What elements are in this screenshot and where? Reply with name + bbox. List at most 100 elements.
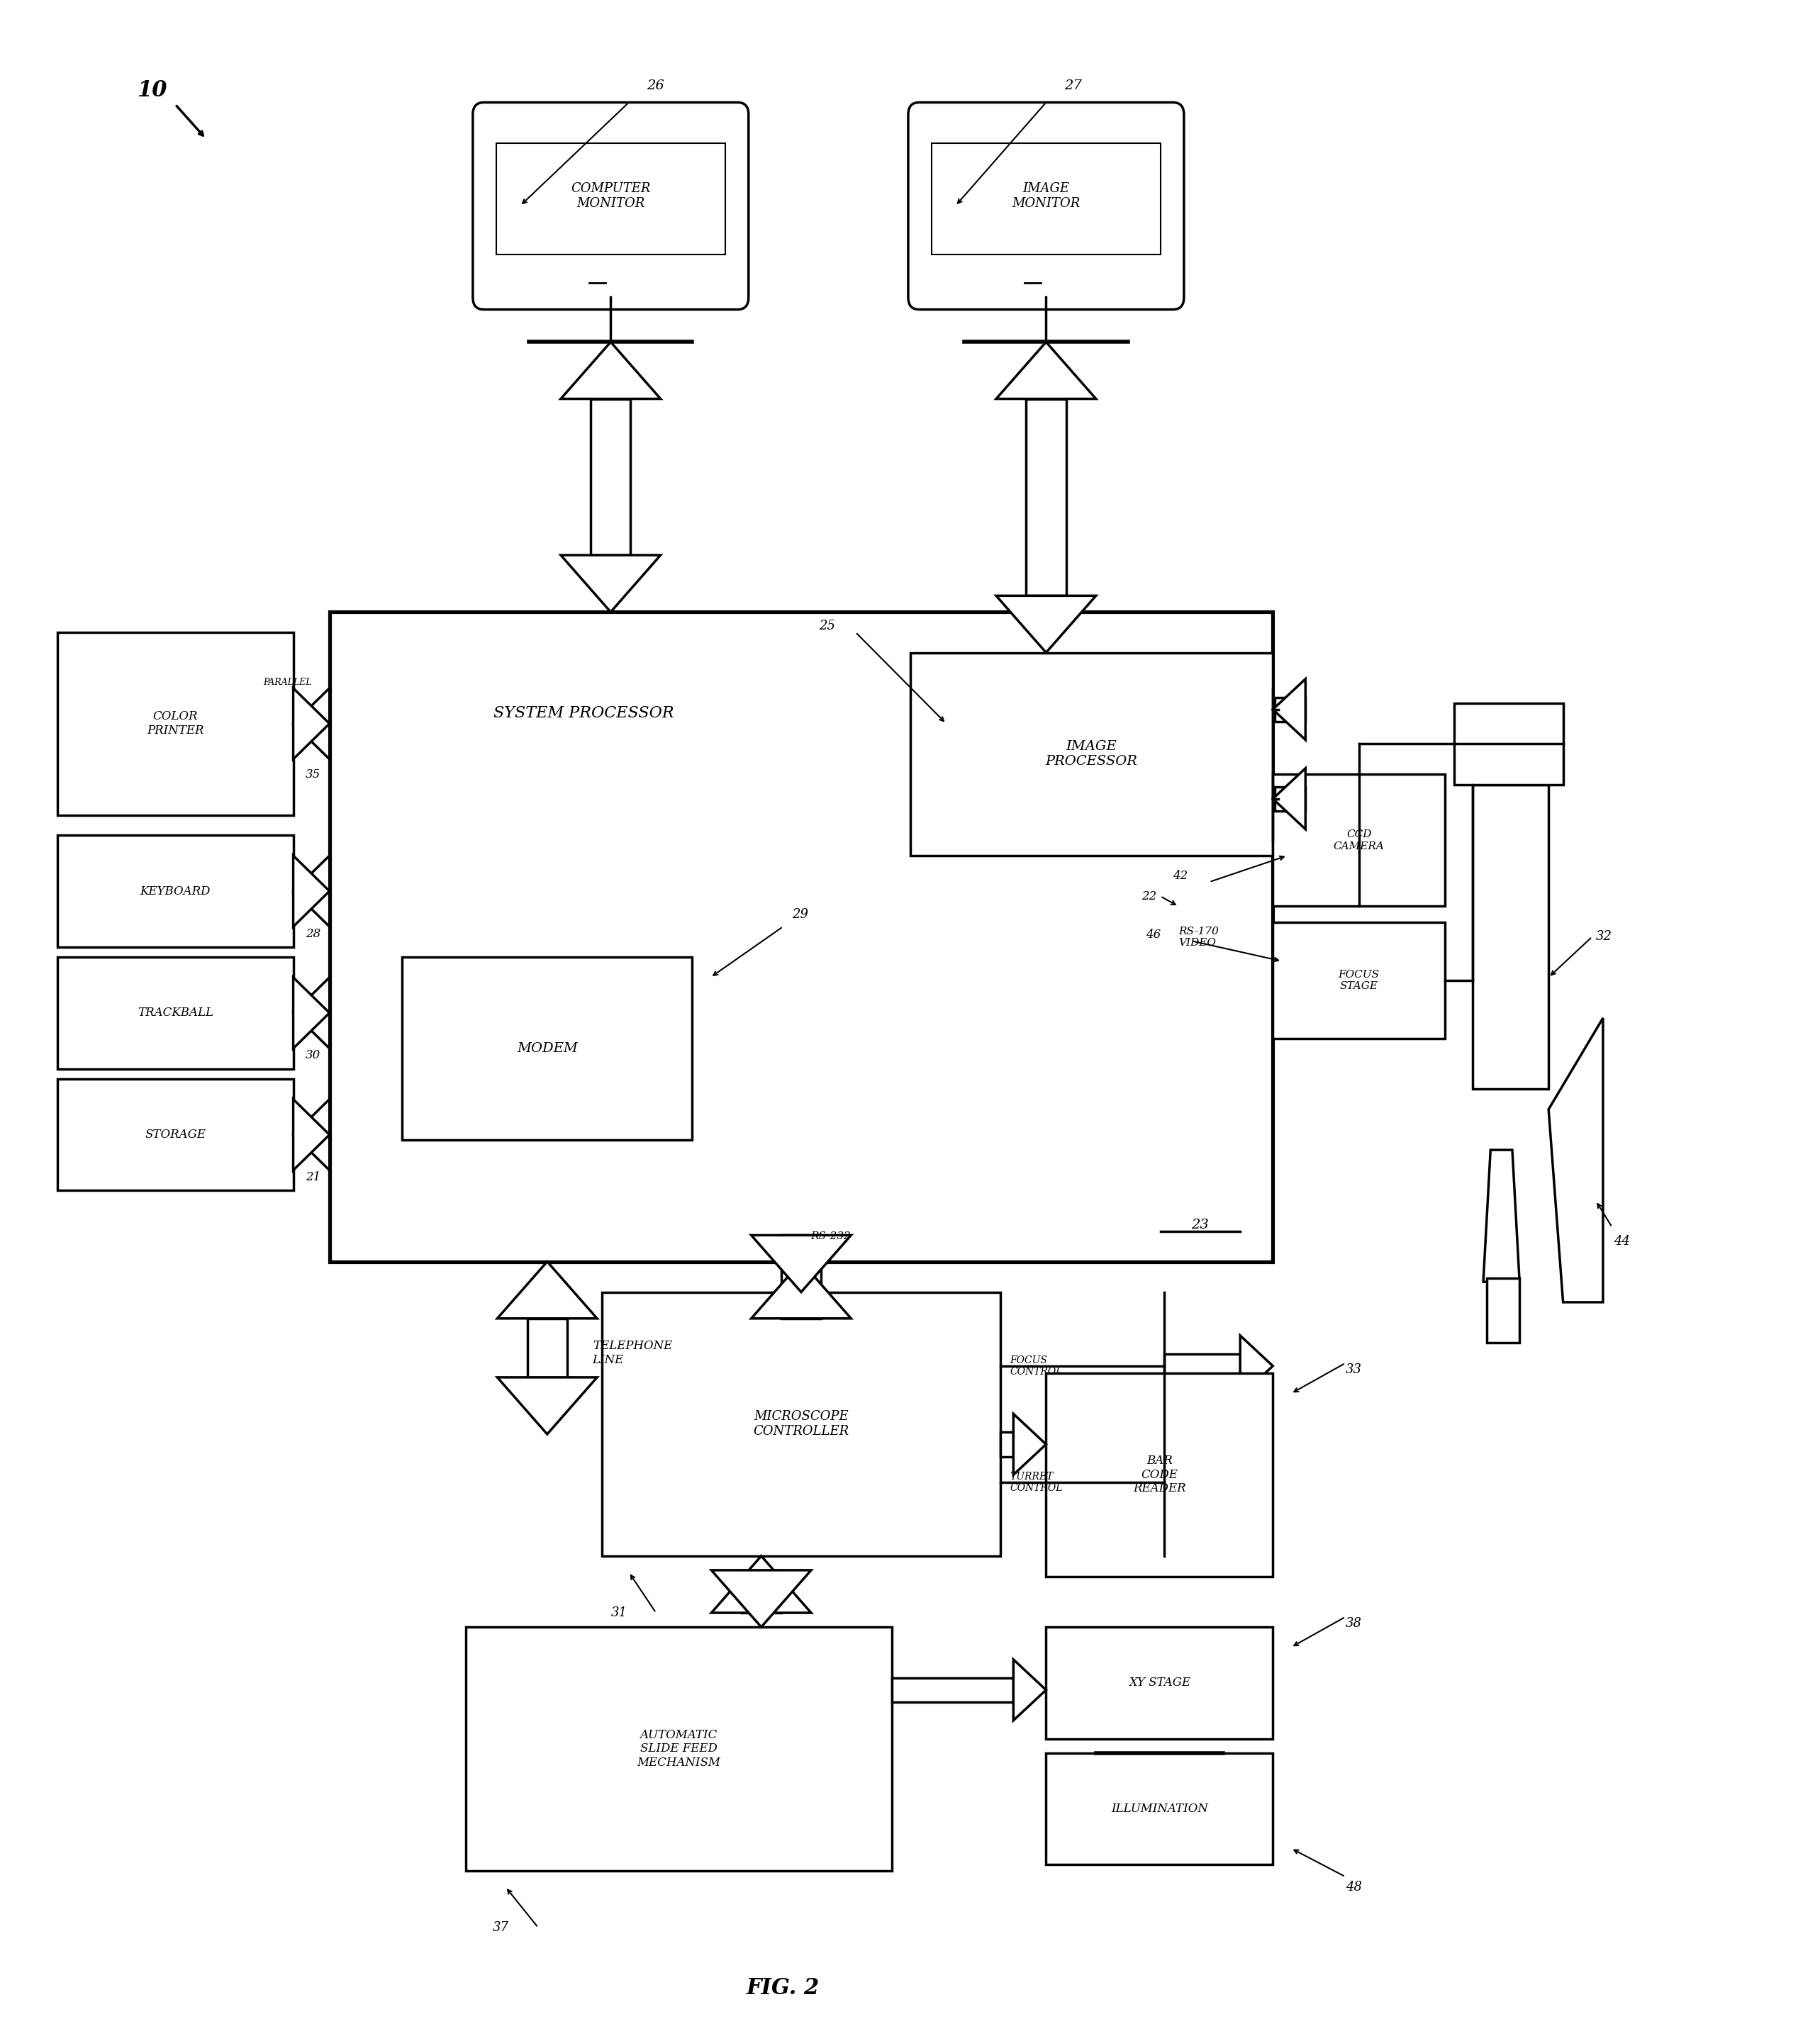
FancyBboxPatch shape: [1272, 922, 1445, 1038]
Text: AUTOMATIC
SLIDE FEED
MECHANISM: AUTOMATIC SLIDE FEED MECHANISM: [637, 1729, 721, 1769]
Bar: [1454, 702, 1563, 784]
FancyBboxPatch shape: [497, 143, 724, 254]
Text: 22: 22: [1141, 890, 1158, 902]
Text: 23: 23: [1192, 1218, 1208, 1232]
FancyBboxPatch shape: [329, 613, 1272, 1262]
Text: KEYBOARD: KEYBOARD: [140, 886, 211, 898]
Polygon shape: [293, 977, 329, 1049]
Text: 27: 27: [1065, 79, 1081, 92]
Bar: [781, 1236, 821, 1319]
FancyBboxPatch shape: [402, 957, 692, 1140]
FancyBboxPatch shape: [1046, 1627, 1272, 1739]
FancyBboxPatch shape: [466, 1627, 892, 1871]
Text: TELEPHONE
LINE: TELEPHONE LINE: [593, 1340, 672, 1366]
Text: 21: 21: [306, 1171, 320, 1183]
Text: 48: 48: [1345, 1881, 1361, 1893]
Text: 44: 44: [1614, 1236, 1631, 1248]
Bar: [1274, 786, 1305, 810]
Polygon shape: [1239, 1336, 1272, 1397]
Polygon shape: [497, 1376, 597, 1433]
Polygon shape: [1549, 1018, 1603, 1303]
FancyBboxPatch shape: [1272, 774, 1445, 906]
Text: IMAGE
PROCESSOR: IMAGE PROCESSOR: [1045, 741, 1138, 768]
Text: COLOR
PRINTER: COLOR PRINTER: [147, 711, 204, 737]
Text: 33: 33: [1345, 1364, 1361, 1376]
Text: 42: 42: [1174, 869, 1188, 882]
Text: CCD
CAMERA: CCD CAMERA: [1334, 829, 1385, 851]
Bar: [592, 399, 630, 556]
Text: SYSTEM PROCESSOR: SYSTEM PROCESSOR: [493, 706, 673, 721]
Polygon shape: [561, 342, 661, 399]
Text: XY STAGE: XY STAGE: [1128, 1678, 1190, 1690]
FancyBboxPatch shape: [58, 633, 293, 814]
Text: BAR
CODE
READER: BAR CODE READER: [1134, 1456, 1187, 1494]
FancyBboxPatch shape: [602, 1293, 1001, 1556]
Bar: [1472, 784, 1549, 1089]
Polygon shape: [293, 855, 329, 926]
Text: FOCUS
STAGE: FOCUS STAGE: [1338, 969, 1380, 992]
Text: TRACKBALL: TRACKBALL: [136, 1008, 213, 1018]
Bar: [741, 1570, 781, 1613]
Polygon shape: [996, 342, 1096, 399]
FancyBboxPatch shape: [58, 1079, 293, 1191]
Text: 32: 32: [1596, 930, 1613, 943]
FancyBboxPatch shape: [58, 835, 293, 947]
Polygon shape: [293, 1099, 329, 1171]
Text: 28: 28: [306, 928, 320, 941]
Polygon shape: [712, 1556, 812, 1613]
Text: 38: 38: [1345, 1617, 1361, 1629]
Text: 30: 30: [306, 1049, 320, 1061]
Bar: [892, 1678, 1014, 1702]
Bar: [528, 1319, 568, 1376]
Text: FIG. 2: FIG. 2: [746, 1977, 819, 1999]
Text: 29: 29: [792, 908, 808, 920]
Text: MICROSCOPE
CONTROLLER: MICROSCOPE CONTROLLER: [753, 1411, 850, 1437]
FancyBboxPatch shape: [58, 957, 293, 1069]
FancyBboxPatch shape: [1046, 1372, 1272, 1576]
Polygon shape: [293, 855, 329, 926]
Bar: [293, 878, 329, 906]
Text: PARALLEL: PARALLEL: [264, 678, 311, 686]
Text: 26: 26: [646, 79, 664, 92]
Polygon shape: [996, 597, 1096, 654]
Polygon shape: [1014, 1659, 1046, 1720]
FancyBboxPatch shape: [910, 654, 1272, 855]
Polygon shape: [293, 688, 329, 759]
Text: 31: 31: [612, 1606, 626, 1619]
Polygon shape: [1272, 678, 1305, 739]
Bar: [293, 709, 329, 737]
FancyBboxPatch shape: [908, 102, 1185, 309]
Text: RS-170
VIDEO: RS-170 VIDEO: [1179, 926, 1219, 949]
Polygon shape: [497, 1262, 597, 1319]
Polygon shape: [1483, 1150, 1520, 1283]
Polygon shape: [1014, 1413, 1046, 1474]
Polygon shape: [752, 1262, 852, 1319]
Bar: [1001, 1431, 1014, 1456]
Polygon shape: [293, 1099, 329, 1171]
Text: ILLUMINATION: ILLUMINATION: [1110, 1802, 1208, 1814]
FancyBboxPatch shape: [1046, 1753, 1272, 1865]
Bar: [293, 1120, 329, 1148]
Polygon shape: [293, 688, 329, 759]
Polygon shape: [293, 977, 329, 1049]
Text: 46: 46: [1147, 928, 1161, 941]
Text: RS-232: RS-232: [810, 1232, 850, 1242]
Text: STORAGE: STORAGE: [146, 1128, 206, 1140]
Bar: [1487, 1279, 1520, 1344]
Bar: [1165, 1354, 1239, 1378]
Bar: [293, 1000, 329, 1026]
Text: IMAGE
MONITOR: IMAGE MONITOR: [1012, 181, 1081, 210]
Polygon shape: [1272, 768, 1305, 829]
Text: 35: 35: [306, 768, 320, 780]
Text: 37: 37: [493, 1922, 510, 1934]
Polygon shape: [752, 1236, 852, 1293]
FancyBboxPatch shape: [932, 143, 1161, 254]
FancyBboxPatch shape: [473, 102, 748, 309]
Text: 25: 25: [819, 619, 835, 633]
Polygon shape: [712, 1570, 812, 1627]
Text: FOCUS
CONTROL: FOCUS CONTROL: [1010, 1356, 1063, 1376]
Text: 10: 10: [136, 79, 167, 102]
Text: TURRET
CONTROL: TURRET CONTROL: [1010, 1472, 1063, 1492]
Polygon shape: [561, 556, 661, 613]
Bar: [1026, 399, 1067, 597]
